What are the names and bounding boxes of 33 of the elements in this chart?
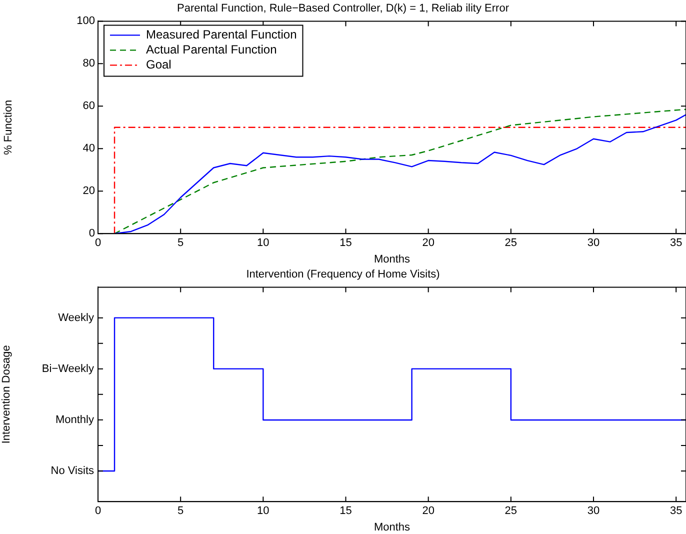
x-axis-title: Months [374, 253, 411, 266]
x-tick-label: 30 [587, 237, 600, 250]
y-tick-label: 40 [82, 142, 95, 155]
x-tick-label: 25 [504, 505, 518, 518]
x-tick-label: 25 [504, 237, 518, 250]
y-axis-title: % Function [2, 100, 15, 155]
x-tick-label: 20 [422, 505, 434, 518]
x-tick-label: 15 [340, 237, 352, 250]
text: Monthly [55, 414, 94, 426]
y-tick-label: 0 [88, 228, 95, 240]
legend-label: Goal [146, 58, 172, 72]
x-tick-label: 30 [587, 505, 600, 518]
x-tick-label: 35 [670, 237, 682, 250]
y-tick-label: 80 [82, 58, 95, 70]
legend-label: Actual Parental Function [146, 42, 277, 57]
legend-label: Measured Parental Function [146, 28, 297, 42]
text: Weekly [58, 312, 94, 324]
y-tick-label: 60 [82, 100, 95, 112]
y-axis-title: Intervention Dosage [0, 345, 13, 444]
x-tick-label: 10 [257, 237, 270, 250]
x-tick-label: 5 [178, 237, 184, 250]
x-tick-label: 10 [257, 505, 270, 518]
x-tick-label: 35 [670, 505, 682, 518]
x-axis-title: Months [374, 521, 411, 534]
x-tick-label: 20 [422, 237, 434, 250]
x-tick-label: 5 [178, 505, 184, 518]
chart-title: Intervention (Frequency of Home Visits) [246, 268, 440, 281]
text: No Visits [50, 465, 94, 478]
text: Bi−Weekly [42, 362, 94, 375]
chart-title: Parental Function, Rule−Based Controller, D(k) = 1, Reliab ility Error [177, 2, 510, 15]
y-tick-label: 100 [76, 15, 95, 28]
y-tick-label: 20 [82, 185, 95, 198]
x-tick-label: 15 [340, 505, 352, 518]
